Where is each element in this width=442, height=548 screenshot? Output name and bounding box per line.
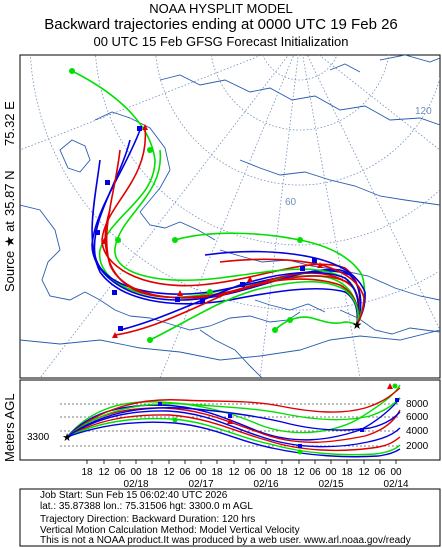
profile-lines	[66, 384, 401, 458]
grid-label-120: 120	[415, 106, 432, 117]
plot-subtitle: 00 UTC 15 Feb GFSG Forecast Initializati…	[93, 34, 349, 49]
trajectory-blue-4	[119, 271, 360, 331]
profile-blue-4	[66, 407, 401, 438]
model-name: NOAA HYSPLIT MODEL	[149, 1, 293, 16]
trajectory-red-5	[219, 258, 365, 326]
svg-text:8000: 8000	[406, 399, 429, 410]
time-tick-labels: 18 12 06 00 18 12 06 00 18 12 06 00 18 1…	[81, 467, 402, 478]
svg-text:02/17: 02/17	[188, 479, 213, 490]
svg-text:4000: 4000	[406, 426, 429, 437]
profile-green-1	[66, 384, 401, 438]
job-start: Job Start: Sun Feb 15 06:02:40 UTC 2026	[40, 490, 228, 501]
svg-text:06: 06	[179, 467, 191, 478]
trajectory-markers	[69, 68, 323, 343]
source-star-icon: ★	[352, 318, 363, 332]
trajectory-blue-3	[91, 159, 359, 326]
svg-text:12: 12	[98, 467, 110, 478]
profile-markers	[158, 383, 399, 455]
footer-box	[19, 488, 441, 547]
svg-text:02/18: 02/18	[123, 479, 148, 490]
profile-green-3	[66, 397, 401, 438]
svg-text:02/15: 02/15	[318, 479, 343, 490]
profile-red-2	[66, 414, 401, 452]
profile-green-2	[66, 417, 401, 456]
profile-blue-3	[66, 421, 401, 458]
svg-text:2000: 2000	[406, 441, 429, 452]
svg-text:12: 12	[358, 467, 370, 478]
svg-text:12: 12	[228, 467, 240, 478]
svg-text:18: 18	[81, 467, 93, 478]
svg-text:12: 12	[163, 467, 175, 478]
disclaimer: This is not a NOAA product.It was produc…	[40, 535, 411, 546]
profile-blue-1	[66, 397, 401, 441]
svg-text:02/16: 02/16	[253, 479, 278, 490]
svg-text:00: 00	[390, 467, 402, 478]
start-height-label: 3300	[27, 432, 50, 443]
trajectory-blue-2	[93, 139, 362, 326]
svg-text:18: 18	[341, 467, 353, 478]
time-axis-ticks	[86, 460, 397, 464]
plot-title: Backward trajectories ending at 0000 UTC…	[44, 16, 398, 33]
profile-source-star-icon: ★	[62, 432, 72, 444]
vertical-method: Vertical Motion Calculation Method: Mode…	[40, 525, 300, 536]
svg-text:6000: 6000	[406, 412, 429, 423]
profile-red-3	[66, 387, 401, 438]
profile-blue-2	[66, 410, 401, 448]
svg-text:06: 06	[244, 467, 256, 478]
grid-label-60: 60	[285, 197, 297, 208]
svg-text:02/14: 02/14	[383, 479, 408, 490]
svg-text:18: 18	[146, 467, 158, 478]
trajectory-red-4	[114, 278, 359, 336]
svg-text:18: 18	[211, 467, 223, 478]
trajectory-lines	[71, 70, 366, 341]
trajectory-direction: Trajectory Direction: Backward Duration:…	[40, 514, 256, 525]
profile-y-ticks: 8000 6000 4000 2000	[406, 399, 429, 452]
svg-text:18: 18	[276, 467, 288, 478]
svg-text:06: 06	[309, 467, 321, 478]
profile-red-1	[66, 407, 401, 443]
svg-text:06: 06	[374, 467, 386, 478]
coastlines	[20, 55, 440, 378]
source-location: lat.: 35.87388 lon.: 75.31506 hgt: 3300.…	[40, 501, 253, 512]
svg-text:00: 00	[195, 467, 207, 478]
graticule	[20, 55, 440, 378]
svg-text:00: 00	[130, 467, 142, 478]
svg-text:00: 00	[260, 467, 272, 478]
date-labels: 02/18 02/17 02/16 02/15 02/14	[123, 479, 408, 490]
trajectory-green-3	[149, 280, 360, 341]
svg-text:12: 12	[293, 467, 305, 478]
svg-text:00: 00	[325, 467, 337, 478]
svg-text:06: 06	[114, 467, 126, 478]
map-frame	[19, 54, 441, 379]
